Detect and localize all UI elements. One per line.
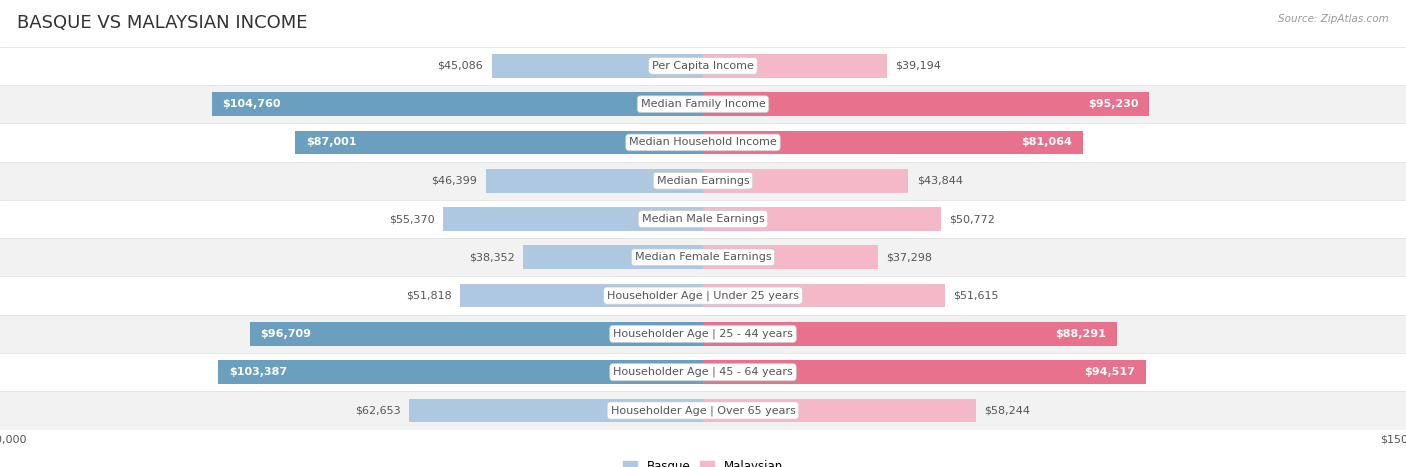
Text: $50,772: $50,772 [949, 214, 995, 224]
Bar [218, 361, 703, 384]
Text: Householder Age | Under 25 years: Householder Age | Under 25 years [607, 290, 799, 301]
Text: Per Capita Income: Per Capita Income [652, 61, 754, 71]
Text: $45,086: $45,086 [437, 61, 484, 71]
Text: $46,399: $46,399 [432, 176, 477, 186]
Bar [0, 162, 1406, 200]
Bar [0, 238, 1406, 276]
Bar [703, 131, 1083, 154]
Text: Median Family Income: Median Family Income [641, 99, 765, 109]
Bar [703, 246, 877, 269]
Bar [0, 353, 1406, 391]
Text: $51,615: $51,615 [953, 290, 998, 301]
Bar [443, 207, 703, 231]
Text: Householder Age | Over 65 years: Householder Age | Over 65 years [610, 405, 796, 416]
Text: $87,001: $87,001 [305, 137, 356, 148]
Text: Median Male Earnings: Median Male Earnings [641, 214, 765, 224]
Bar [485, 169, 703, 192]
Bar [703, 399, 976, 422]
Text: Median Earnings: Median Earnings [657, 176, 749, 186]
Bar [0, 315, 1406, 353]
Bar [703, 284, 945, 307]
Bar [295, 131, 703, 154]
Bar [212, 92, 703, 116]
Bar [0, 85, 1406, 123]
Text: $104,760: $104,760 [222, 99, 281, 109]
Text: $39,194: $39,194 [896, 61, 941, 71]
Bar [703, 54, 887, 78]
Bar [0, 391, 1406, 430]
Bar [492, 54, 703, 78]
Text: $51,818: $51,818 [406, 290, 451, 301]
Bar [460, 284, 703, 307]
Bar [703, 361, 1146, 384]
Legend: Basque, Malaysian: Basque, Malaysian [619, 455, 787, 467]
Bar [0, 123, 1406, 162]
Bar [703, 322, 1116, 346]
Text: $81,064: $81,064 [1022, 137, 1073, 148]
Bar [0, 200, 1406, 238]
Bar [0, 276, 1406, 315]
Text: $62,653: $62,653 [356, 405, 401, 416]
Text: $58,244: $58,244 [984, 405, 1031, 416]
Text: $103,387: $103,387 [229, 367, 287, 377]
Bar [523, 246, 703, 269]
Bar [250, 322, 703, 346]
Text: Householder Age | 25 - 44 years: Householder Age | 25 - 44 years [613, 329, 793, 339]
Text: BASQUE VS MALAYSIAN INCOME: BASQUE VS MALAYSIAN INCOME [17, 14, 308, 32]
Bar [409, 399, 703, 422]
Text: $94,517: $94,517 [1084, 367, 1136, 377]
Text: Source: ZipAtlas.com: Source: ZipAtlas.com [1278, 14, 1389, 24]
Bar [703, 169, 908, 192]
Bar [703, 207, 941, 231]
Text: Median Household Income: Median Household Income [628, 137, 778, 148]
Text: $38,352: $38,352 [470, 252, 515, 262]
Text: $37,298: $37,298 [886, 252, 932, 262]
Text: $96,709: $96,709 [260, 329, 311, 339]
Text: $55,370: $55,370 [389, 214, 434, 224]
Text: $95,230: $95,230 [1088, 99, 1139, 109]
Text: Householder Age | 45 - 64 years: Householder Age | 45 - 64 years [613, 367, 793, 377]
Text: $88,291: $88,291 [1056, 329, 1107, 339]
Bar [703, 92, 1149, 116]
Text: $43,844: $43,844 [917, 176, 963, 186]
Bar [0, 47, 1406, 85]
Text: Median Female Earnings: Median Female Earnings [634, 252, 772, 262]
